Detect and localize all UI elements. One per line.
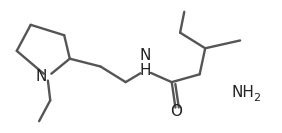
Text: N: N (140, 48, 151, 63)
Text: N: N (36, 69, 47, 84)
Text: NH: NH (232, 85, 255, 100)
Text: 2: 2 (253, 93, 260, 103)
Text: H: H (139, 63, 151, 78)
Text: O: O (170, 104, 182, 119)
